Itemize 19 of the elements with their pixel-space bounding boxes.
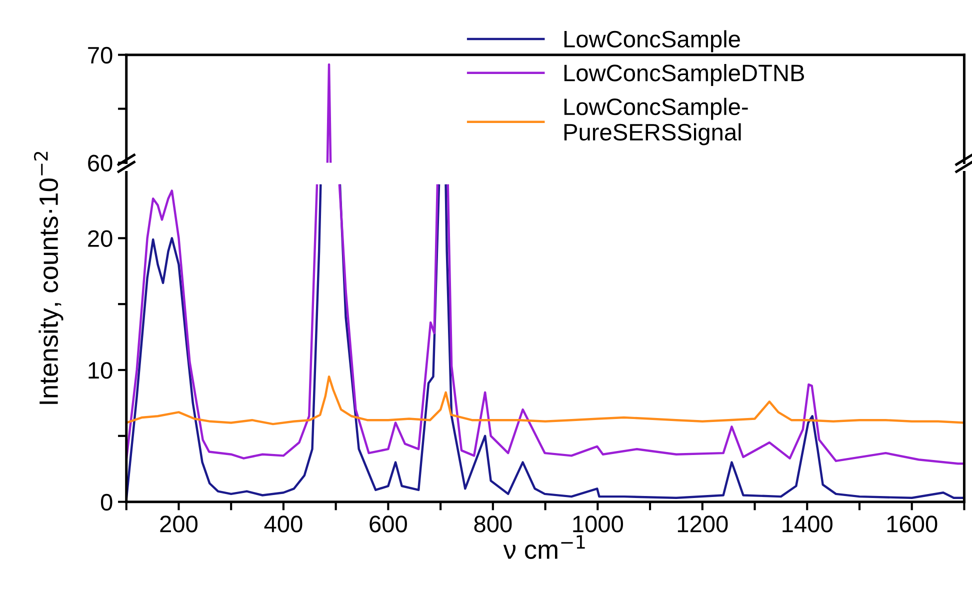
legend-label: LowConcSample- PureSERSSignal [564, 98, 748, 146]
legend-label: LowConcSampleDTNB [564, 64, 804, 86]
x-tick-label: 1000 [573, 516, 623, 532]
y-tick-label: 60 [88, 154, 112, 172]
x-tick-label: 600 [370, 516, 407, 532]
x-tick-label: 800 [474, 516, 512, 532]
x-tick-label: 400 [264, 516, 302, 532]
y-tick-label: 20 [88, 230, 112, 247]
y-tick-label: 10 [88, 362, 112, 379]
y-tick-label: 0 [100, 494, 112, 511]
x-tick-label: 200 [160, 516, 198, 532]
legend-label: LowConcSample [564, 30, 740, 52]
x-tick-label: 1200 [678, 516, 728, 532]
x-tick-label: 1600 [887, 516, 938, 532]
x-axis-title: ν cm$^{−1}$ [503, 535, 585, 560]
x-tick-label: 1400 [782, 516, 832, 532]
line-series [126, 375, 964, 426]
y-tick-label: 70 [88, 46, 112, 64]
y-axis-title: Intensity, counts·10$^{−2}$ [34, 152, 64, 404]
